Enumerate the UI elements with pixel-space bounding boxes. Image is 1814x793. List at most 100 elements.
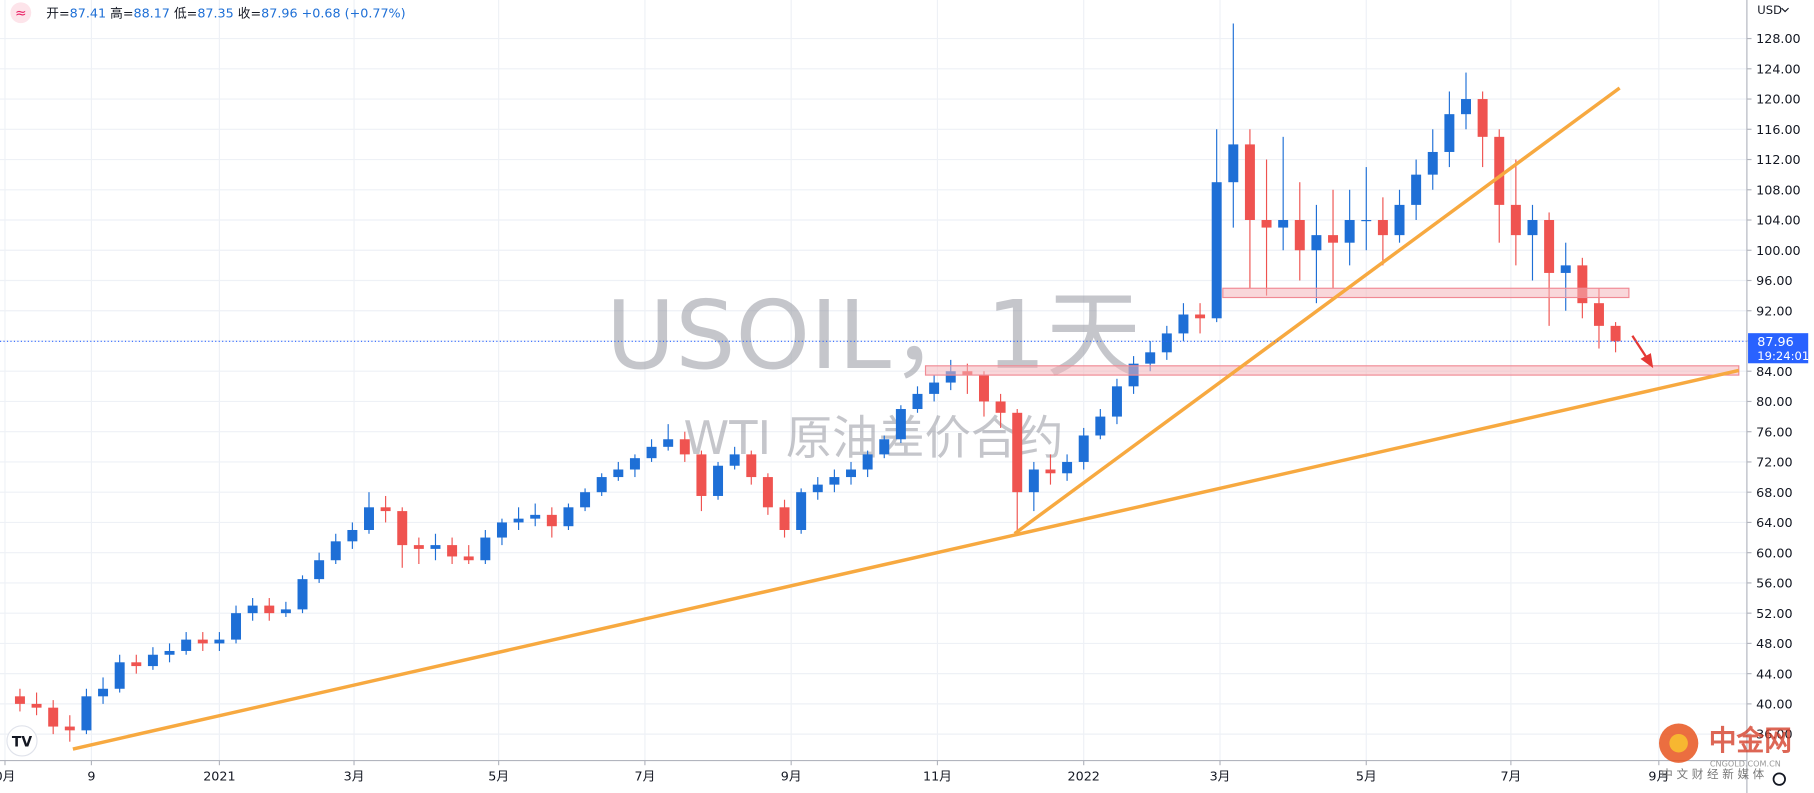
candle-body: [1593, 303, 1604, 326]
candle-body: [646, 446, 657, 459]
tv-logo-circle[interactable]: [6, 725, 38, 757]
y-tick-label: 52.00: [1756, 607, 1792, 622]
candle-body: [1028, 469, 1039, 493]
y-tick-label: 68.00: [1756, 486, 1792, 501]
candle-body: [364, 507, 374, 530]
candle-body: [563, 507, 574, 527]
candle-body: [929, 382, 940, 394]
candle-body: [1145, 352, 1156, 364]
candle-body: [762, 477, 773, 508]
candle-body: [1477, 99, 1488, 137]
price-label: 87.96 19:24:01: [1748, 333, 1809, 364]
y-tick-label: 92.00: [1756, 304, 1792, 319]
candle-body: [546, 514, 557, 527]
y-tick-label: 84.00: [1756, 365, 1792, 380]
ohlc-value: 87.41: [70, 6, 106, 21]
candle-body: [264, 605, 275, 614]
candle-body: [1361, 220, 1372, 222]
ohlc-label: 开=: [46, 6, 69, 21]
change: +0.68: [302, 6, 341, 21]
x-tick-label: 3月: [344, 769, 365, 784]
candle-body: [98, 688, 109, 697]
y-tick-label: 116.00: [1756, 123, 1801, 138]
y-tick-label: 128.00: [1756, 32, 1801, 47]
ohlc-label: 收=: [238, 6, 261, 21]
candle-body: [978, 375, 989, 402]
last-price: 87.96: [1757, 335, 1793, 350]
y-tick-label: 48.00: [1756, 637, 1792, 652]
candle-body: [796, 492, 807, 530]
candle-body: [1527, 220, 1538, 236]
candle-body: [463, 556, 474, 561]
candle-body: [413, 545, 424, 549]
candle-body: [1294, 220, 1305, 251]
candle-body: [1012, 412, 1023, 493]
candle-body: [1178, 314, 1189, 334]
brand-slogan: 中 文 财 经 新 媒 体: [1661, 767, 1764, 781]
candle-body: [879, 439, 890, 455]
candle-body: [314, 560, 325, 580]
y-tick-label: 96.00: [1756, 274, 1792, 289]
candle-body: [14, 696, 25, 704]
candle-body: [729, 454, 740, 466]
candle-body: [114, 662, 125, 689]
y-tick-label: 100.00: [1756, 244, 1801, 259]
candle-body: [64, 726, 75, 731]
candle-body: [147, 654, 158, 667]
settings-gear[interactable]: [1772, 772, 1786, 786]
trend-line: [72, 368, 1740, 751]
symbol-icon-glyph: ≈: [15, 5, 27, 21]
ohlc: 开=87.41 高=88.17 低=87.35 收=87.96 +0.68 (+…: [46, 5, 405, 21]
y-tick-label: 40.00: [1756, 698, 1792, 713]
candle-body: [280, 609, 291, 614]
y-tick-label: 124.00: [1756, 62, 1801, 77]
candle-body: [779, 507, 790, 530]
candle-body: [447, 545, 458, 557]
arrow-head: [1640, 353, 1654, 369]
y-tick-label: 112.00: [1756, 153, 1801, 168]
ohlc-label: 高=: [110, 5, 133, 21]
candle-body: [713, 465, 724, 496]
trend-line: [1013, 86, 1621, 536]
currency-caret[interactable]: [1781, 7, 1789, 13]
y-tick-label: 120.00: [1756, 93, 1801, 108]
tv-logo[interactable]: TV: [6, 725, 38, 757]
candle-body: [1161, 333, 1172, 353]
candle-body: [995, 401, 1006, 413]
grid: [0, 0, 1747, 761]
x-tick-label: 5月: [1356, 769, 1377, 784]
ohlc-value: 87.96: [261, 6, 297, 21]
candle-body: [231, 613, 242, 640]
symbol-icon: [10, 2, 32, 24]
x-tick-label: 5月: [488, 769, 509, 784]
y-tick-label: 72.00: [1756, 456, 1792, 471]
candle-body: [513, 518, 524, 523]
candle-body: [1228, 144, 1239, 183]
x-tick-label: 2022: [1068, 769, 1100, 784]
candle-body: [164, 650, 175, 655]
x-tick-label: 11月: [923, 769, 952, 784]
candle-body: [846, 469, 856, 478]
currency: USD: [1757, 3, 1782, 17]
y-tick-label: 36.00: [1756, 728, 1792, 743]
candle-body: [1261, 220, 1272, 228]
candle-body: [613, 469, 624, 478]
brand-logo: 中金网 CNGOLD.COM.CN 中 文 财 经 新 媒 体: [1658, 723, 1792, 781]
ohlc-value: 88.17: [133, 6, 169, 21]
candle-body: [1544, 220, 1555, 273]
y-tick-label: 104.00: [1756, 214, 1801, 229]
candle-body: [1045, 469, 1056, 474]
settings-icon[interactable]: [1772, 772, 1786, 786]
candle-body: [1444, 114, 1455, 152]
x-tick-label: 9月: [781, 769, 802, 784]
resistance-zone: [1222, 287, 1630, 299]
candle-body: [1211, 182, 1222, 319]
candle-body: [330, 541, 341, 561]
candle-body: [214, 639, 225, 644]
candle-body: [696, 454, 707, 496]
candle-body: [1328, 235, 1339, 243]
y-tick-label: 64.00: [1756, 516, 1792, 531]
candle-body: [580, 492, 591, 508]
candle-body: [48, 707, 59, 727]
